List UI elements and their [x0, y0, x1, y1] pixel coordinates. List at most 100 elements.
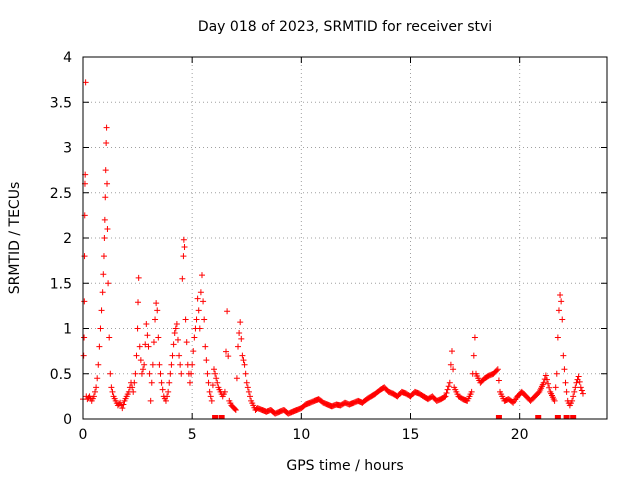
data-point-0-462	[545, 380, 552, 387]
data-point-0-65	[136, 343, 143, 350]
data-point-0-415	[495, 377, 502, 384]
data-point-0-133	[209, 382, 216, 389]
data-point-0-413	[493, 367, 500, 374]
data-point-0-109	[183, 339, 190, 346]
data-point-0-469	[551, 397, 558, 404]
floor-marker-2	[495, 415, 502, 419]
data-point-0-26	[100, 253, 107, 260]
data-point-0-58	[130, 388, 137, 395]
data-point-0-94	[168, 361, 175, 368]
data-point-0-162	[240, 357, 247, 364]
data-point-0-93	[167, 370, 174, 377]
data-point-0-57	[129, 384, 136, 391]
data-point-0-97	[171, 330, 178, 337]
data-point-0-371	[450, 366, 457, 373]
data-point-0-414	[494, 366, 501, 373]
data-point-0-135	[212, 370, 219, 377]
data-point-0-493	[577, 384, 584, 391]
data-point-0-18	[93, 384, 100, 391]
data-point-0-104	[179, 275, 186, 282]
data-point-0-161	[239, 352, 246, 359]
data-point-0-30	[102, 167, 109, 174]
data-point-0-24	[99, 289, 106, 296]
data-point-0-74	[146, 370, 153, 377]
data-point-0-489	[573, 379, 580, 386]
x-tick-label-4: 20	[511, 427, 529, 443]
data-point-0-492	[576, 378, 583, 385]
data-point-0-112	[186, 379, 193, 386]
chart-title: Day 018 of 2023, SRMTID for receiver stv…	[198, 19, 492, 35]
data-point-0-48	[119, 405, 126, 412]
y-tick-label-2: 1	[63, 322, 72, 338]
data-point-0-160	[238, 335, 245, 342]
data-point-0-474	[557, 292, 564, 299]
data-point-0-21	[96, 343, 103, 350]
data-point-0-368	[446, 379, 453, 386]
data-point-0-75	[147, 397, 154, 404]
data-point-0-487	[571, 388, 578, 395]
floor-marker-5	[563, 415, 570, 419]
data-point-0-99	[173, 320, 180, 327]
data-point-0-363	[441, 393, 448, 400]
data-point-0-95	[169, 352, 176, 359]
data-point-0-49	[120, 401, 127, 408]
y-tick-label-5: 2.5	[50, 186, 72, 202]
data-point-0-38	[108, 384, 115, 391]
data-point-0-91	[165, 388, 172, 395]
data-point-0-477	[560, 352, 567, 359]
data-point-0-108	[182, 316, 189, 323]
data-point-0-33	[104, 180, 111, 187]
data-point-0-73	[145, 343, 152, 350]
data-point-0-134	[211, 366, 217, 373]
data-point-0-8	[82, 79, 89, 86]
data-point-0-102	[177, 361, 184, 368]
data-point-0-123	[198, 272, 205, 279]
data-point-0-46	[117, 399, 124, 406]
y-tick-label-7: 3.5	[50, 95, 72, 111]
data-point-0-34	[104, 225, 111, 232]
data-point-0-66	[137, 357, 144, 364]
data-point-0-389	[468, 388, 475, 395]
x-axis-label: GPS time / hours	[286, 458, 403, 474]
data-point-0-28	[101, 216, 108, 223]
data-point-0-367	[445, 383, 452, 390]
data-point-0-165	[243, 379, 250, 386]
data-point-0-116	[191, 334, 198, 341]
data-point-0-164	[242, 370, 249, 377]
data-point-0-485	[569, 397, 576, 404]
data-point-0-19	[94, 375, 101, 382]
data-point-0-132	[208, 397, 215, 404]
data-point-0-35	[105, 280, 112, 287]
data-point-0-32	[103, 124, 110, 131]
data-point-0-61	[133, 352, 140, 359]
y-tick-label-3: 1.5	[50, 276, 72, 292]
data-point-0-17	[92, 388, 99, 395]
data-point-0-20	[95, 361, 102, 368]
data-point-0-136	[213, 375, 220, 382]
data-point-0-472	[554, 334, 561, 341]
data-point-0-67	[138, 370, 145, 377]
y-tick-label-8: 4	[63, 50, 72, 66]
data-point-0-130	[206, 388, 213, 395]
data-point-0-27	[101, 235, 108, 241]
data-point-0-29	[102, 194, 109, 201]
data-point-0-366	[444, 386, 451, 393]
data-point-0-369	[447, 361, 454, 368]
x-tick-label-3: 15	[402, 427, 420, 443]
data-point-0-77	[149, 361, 156, 368]
x-tick-label-0: 0	[79, 427, 88, 443]
data-point-0-125	[201, 316, 208, 323]
data-point-0-460	[542, 372, 549, 379]
data-point-0-154	[231, 406, 238, 413]
data-point-0-114	[189, 361, 196, 368]
data-point-0-2	[81, 334, 88, 341]
data-point-0-16	[90, 393, 97, 400]
data-point-0-488	[572, 384, 579, 391]
data-point-0-364	[442, 393, 449, 400]
grid	[83, 57, 607, 419]
data-point-0-461	[543, 376, 550, 383]
data-point-0-166	[244, 384, 251, 391]
data-point-0-71	[143, 320, 150, 327]
data-point-0-103	[178, 370, 185, 377]
